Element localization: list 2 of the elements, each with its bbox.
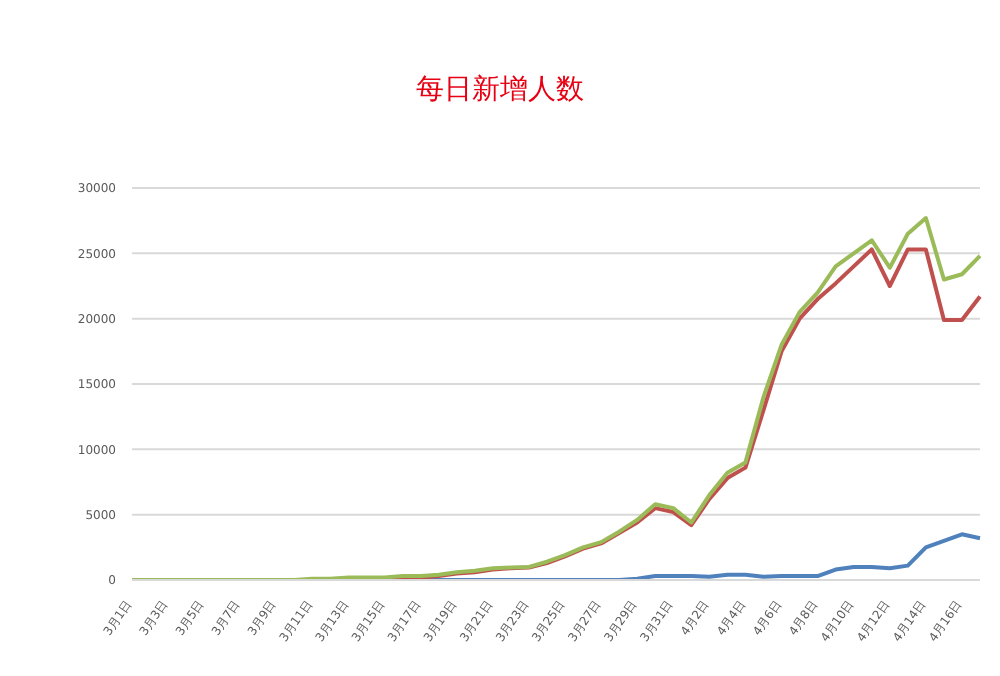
chart-title: 每日新增人数 [414, 72, 586, 108]
line-series [130, 216, 982, 580]
